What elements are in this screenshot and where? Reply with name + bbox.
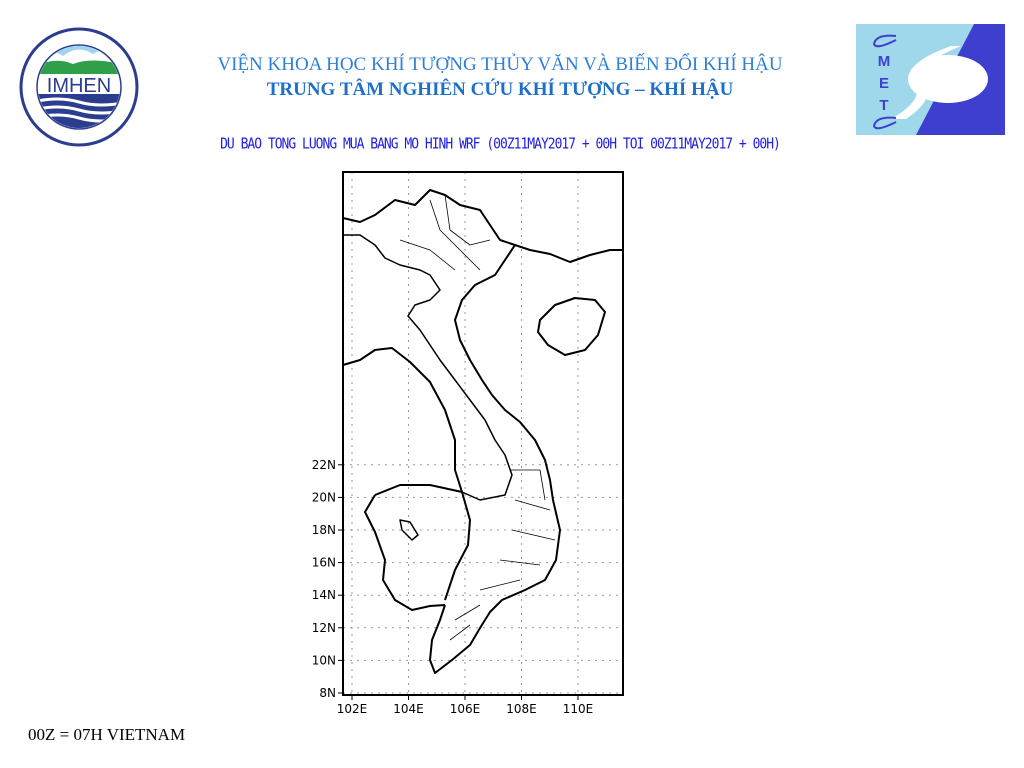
imhen-logo: IMHEN (18, 26, 140, 148)
imhen-logo-text: IMHEN (47, 75, 111, 97)
svg-text:T: T (879, 97, 888, 114)
hainan-island (537, 297, 606, 356)
laos-border (342, 347, 463, 493)
lat-tick-label: 22N (312, 458, 336, 472)
map-grid (343, 172, 623, 695)
cambodia-border (374, 484, 471, 601)
svg-text:M: M (878, 53, 891, 70)
center-title: TRUNG TÂM NGHIÊN CỨU KHÍ TƯỢNG – KHÍ HẬU (266, 79, 734, 100)
lat-tick-label: 18N (312, 523, 336, 537)
vietnam-coastline (342, 189, 561, 674)
lat-tick-label: 20N (312, 490, 336, 504)
cmetc-logo: M E T (856, 24, 1005, 135)
timezone-note: 00Z = 07H VIETNAM (28, 725, 186, 744)
china-coastline (514, 244, 623, 263)
lat-tick-label: 14N (312, 588, 336, 602)
lon-tick-label: 104E (393, 702, 424, 716)
lat-tick-label: 8N (319, 686, 336, 700)
map-frame (342, 171, 624, 696)
lat-tick-label: 16N (312, 556, 336, 570)
lon-tick-label: 102E (337, 702, 368, 716)
lon-tick-label: 108E (506, 702, 537, 716)
lon-tick-label: 106E (450, 702, 481, 716)
map-boundaries (342, 189, 623, 674)
institute-title: VIỆN KHOA HỌC KHÍ TƯỢNG THỦY VĂN VÀ BIẾN… (217, 54, 783, 75)
lon-tick-label: 110E (563, 702, 594, 716)
province-lines (399, 194, 556, 641)
gulf-thailand-coast (364, 494, 446, 611)
lat-tick-label: 10N (312, 653, 336, 667)
vietnam-west-border (343, 234, 513, 501)
svg-text:E: E (879, 75, 889, 92)
map-title: DU BAO TONG LUONG MUA BANG MO HINH WRF (… (220, 135, 781, 154)
lat-tick-label: 12N (312, 621, 336, 635)
tonle-sap-lake (399, 519, 419, 541)
